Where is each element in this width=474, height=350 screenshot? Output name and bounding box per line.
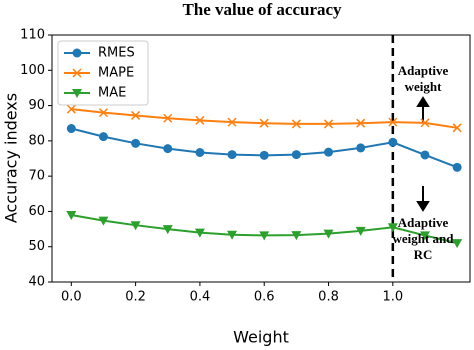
point [163,113,173,123]
x-tick-label: 0.2 [125,290,146,305]
x-tick-label: 1.0 [382,290,403,305]
series [66,124,462,172]
y-tick-label: 70 [28,169,45,184]
point [324,147,334,157]
point [66,104,76,114]
point [259,231,270,241]
point [419,231,430,241]
point [291,119,301,129]
point [195,115,205,125]
plot-frame [51,34,471,283]
point [195,148,205,158]
point [227,230,238,240]
point [98,216,109,226]
point [323,119,334,129]
legend-label: MAPE [98,66,134,81]
point [452,123,462,133]
legend-marker [72,89,82,98]
series-line [71,127,458,169]
annotation: Adaptive [398,63,449,78]
point [259,150,269,160]
point [194,228,205,238]
point [162,225,173,235]
x-tick-label: 0.6 [254,290,275,305]
point [420,150,430,160]
point [259,118,269,128]
annotation: Adaptive [398,215,449,230]
y-tick-label: 40 [28,275,45,290]
point [130,221,141,231]
y-tick-label: 50 [28,239,45,254]
legend-marker [72,48,82,58]
point [98,108,108,118]
legend-label: MAE [98,86,126,101]
point [131,138,141,148]
point [227,150,237,160]
x-axis-label: Weight [233,328,289,347]
y-axis-label: Accuracy indexs [2,93,21,223]
series [66,104,462,133]
annotation: weight and [392,231,454,246]
point [227,117,237,127]
point [452,162,462,172]
point [356,118,366,128]
series [66,210,463,249]
point [355,226,366,236]
x-tick-label: 0.4 [190,290,211,305]
annotation-arrows [416,96,430,212]
point [420,118,430,128]
point [66,124,76,134]
x-tick-label: 0.0 [61,290,82,305]
point [291,231,302,241]
legend-label: RMES [98,46,135,61]
point [356,143,366,153]
point [323,229,334,239]
point [131,110,141,120]
annotation: RC [414,247,433,262]
y-tick-label: 100 [20,63,45,78]
y-tick-label: 60 [28,204,45,219]
x-tick-label: 0.8 [318,290,339,305]
point [98,132,108,142]
point [388,117,398,127]
y-tick-label: 90 [28,98,45,113]
chart-title: The value of accuracy [182,0,342,19]
legend-marker [72,68,82,78]
point [452,239,463,249]
y-tick-label: 80 [28,133,45,148]
annotation: weight [405,79,443,94]
point [291,150,301,160]
point [66,210,77,220]
y-tick-label: 110 [20,28,45,43]
point [163,144,173,154]
point [387,223,398,233]
series-line [71,108,458,129]
point [388,137,398,147]
